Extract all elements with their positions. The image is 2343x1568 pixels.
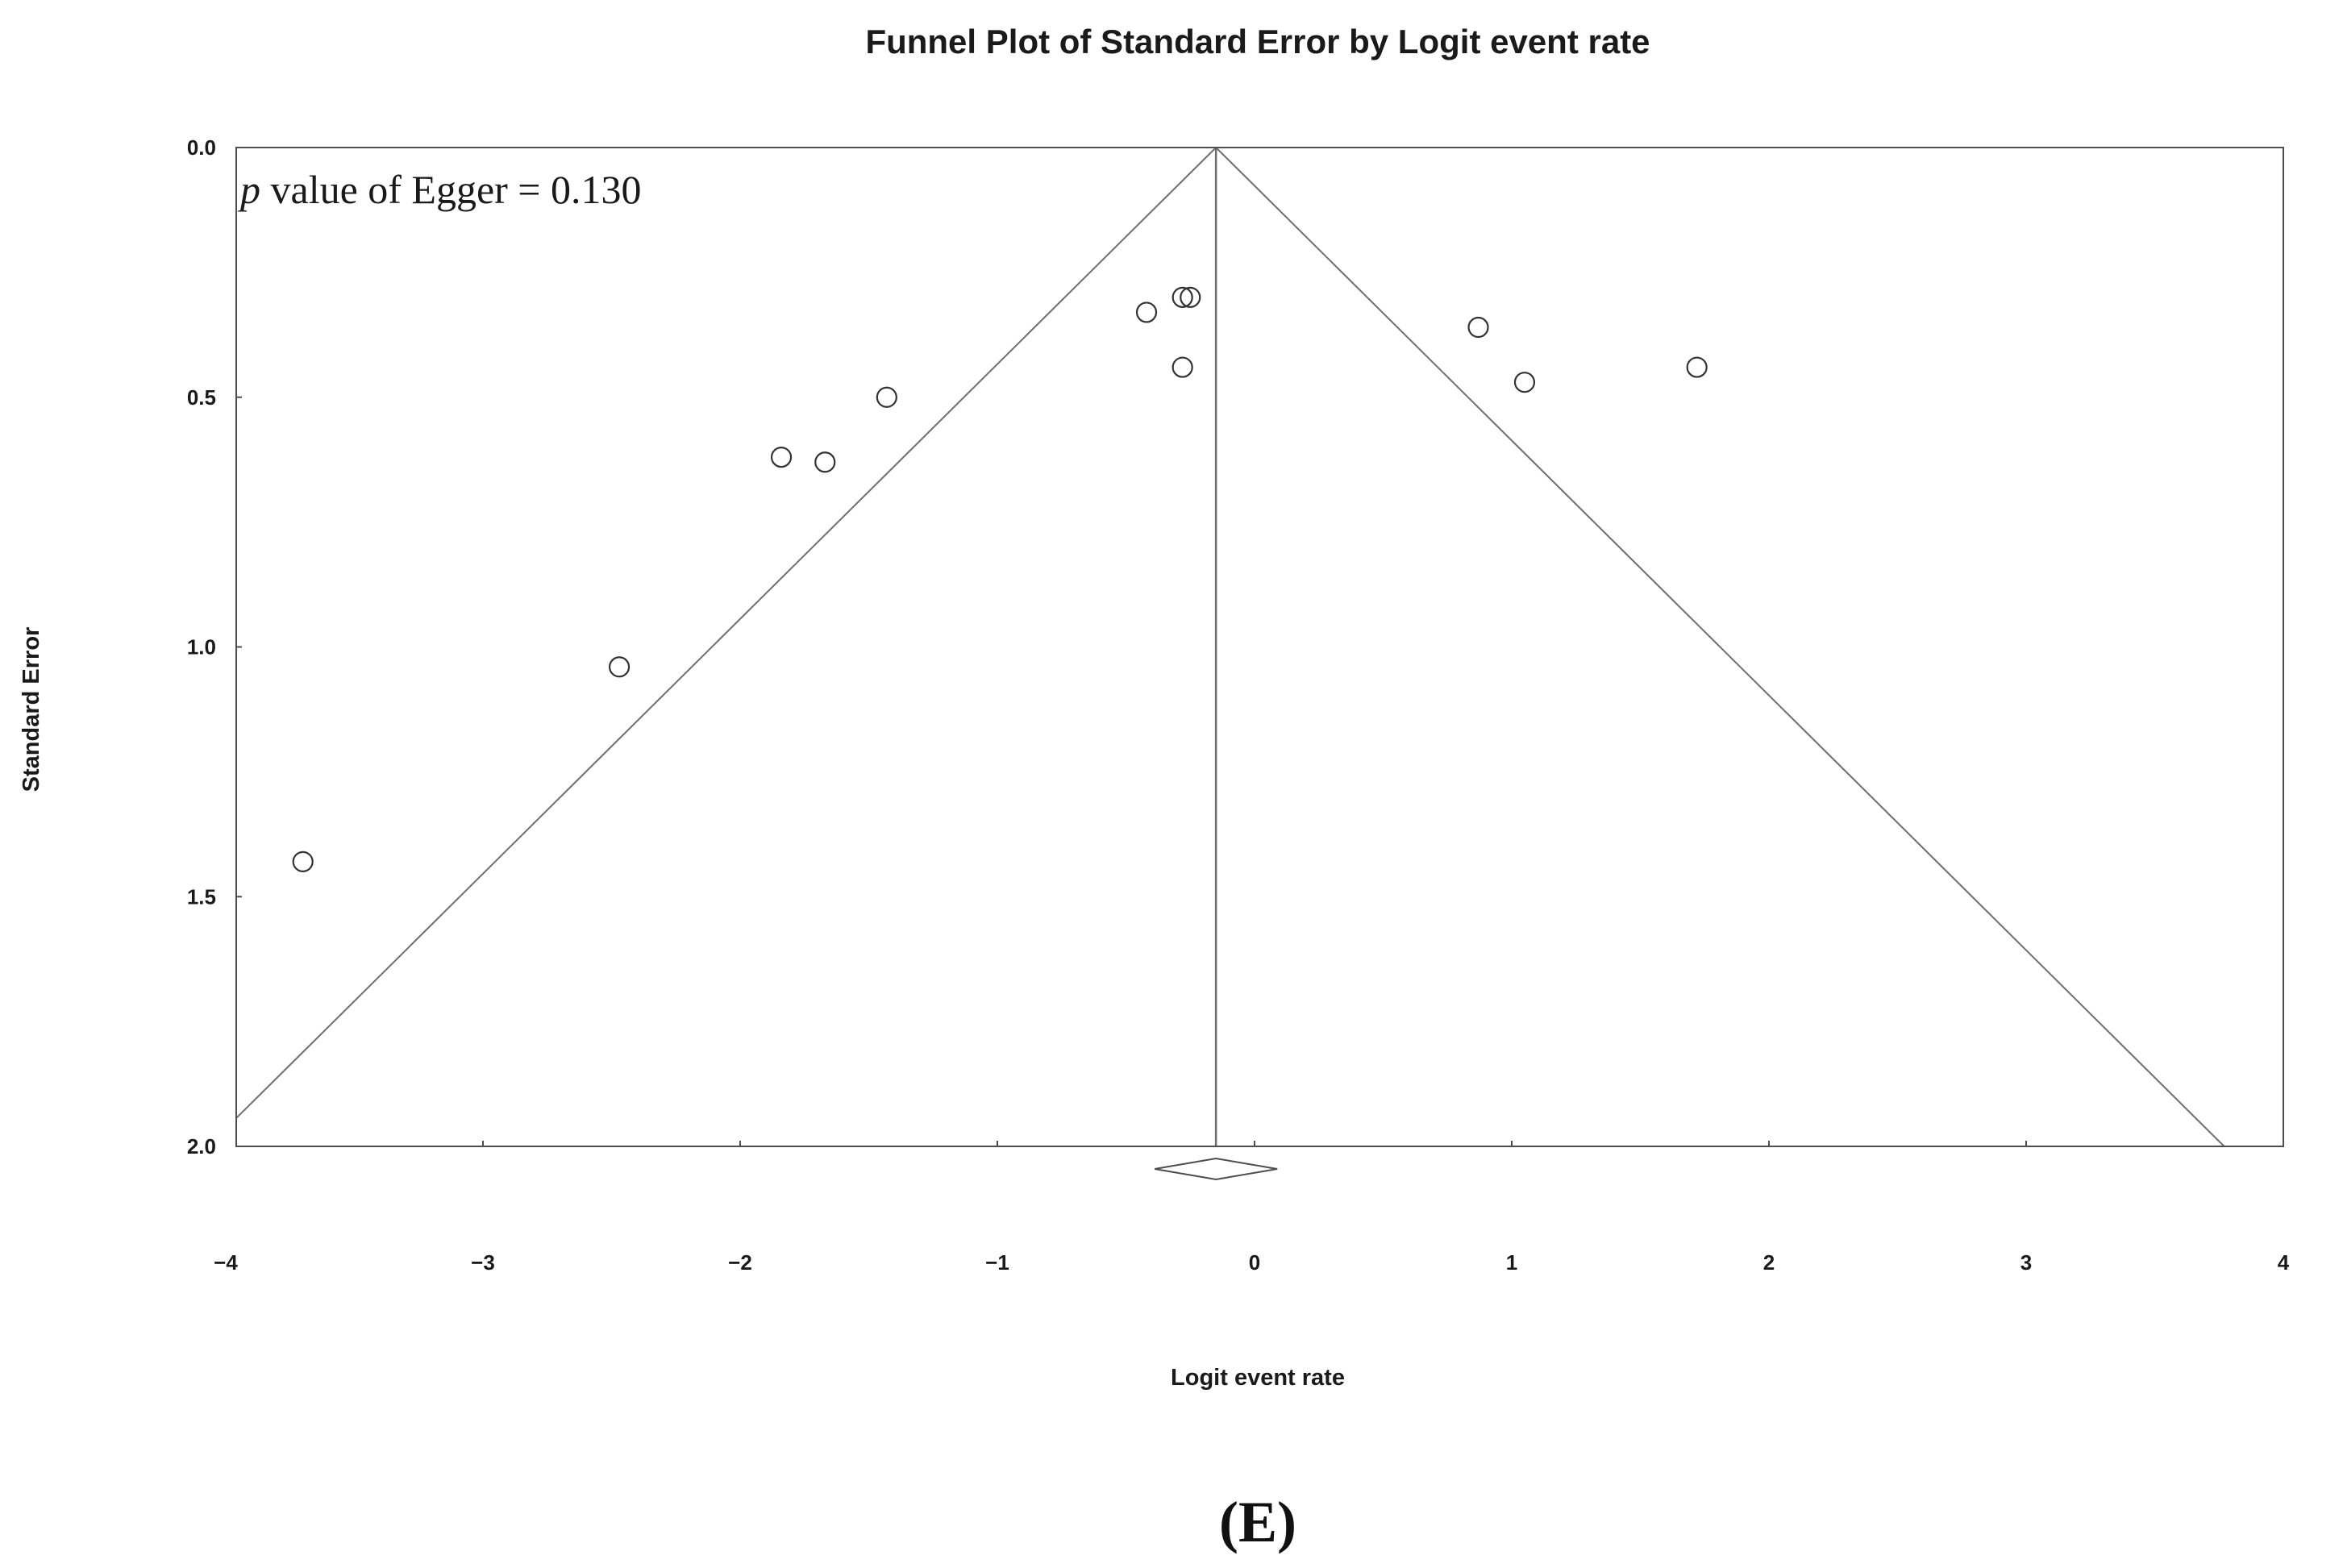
data-point (1172, 286, 1193, 308)
funnel-right-line (1215, 148, 2225, 1146)
chart-title: Funnel Plot of Standard Error by Logit e… (865, 23, 1650, 60)
pooled-estimate-diamond (1154, 1157, 1278, 1181)
data-point (292, 851, 314, 872)
data-point (1135, 302, 1158, 323)
y-tick-label: 1.0 (187, 635, 216, 659)
y-tick-label: 0.0 (187, 135, 216, 160)
data-point (1686, 356, 1708, 378)
panel-label: (E) (1219, 1490, 1296, 1554)
x-tick-label: −1 (985, 1250, 1009, 1275)
plot-frame (235, 147, 2284, 1147)
egger-p-symbol: p (238, 167, 260, 212)
data-point (1513, 372, 1536, 393)
y-axis-ticks: 0.0 0.5 1.0 1.5 2.0 (187, 135, 242, 1158)
x-tick-label: 2 (1763, 1250, 1775, 1275)
data-point (1172, 356, 1193, 378)
data-point (814, 451, 836, 473)
data-points (292, 286, 1708, 872)
egger-annotation: p value of Egger = 0.130 (238, 167, 642, 212)
data-point (876, 386, 897, 408)
funnel-left-line (236, 148, 1217, 1120)
x-axis-ticks: −4 −3 −2 −1 0 1 2 3 4 (214, 1141, 2290, 1275)
data-point (1467, 316, 1489, 339)
x-tick-label: −2 (728, 1250, 752, 1275)
x-axis-label: Logit event rate (1171, 1365, 1345, 1391)
y-axis-label: Standard Error (19, 627, 44, 792)
x-tick-label: 4 (2278, 1250, 2290, 1275)
y-tick-label: 2.0 (187, 1134, 216, 1158)
y-tick-label: 1.5 (187, 884, 216, 909)
x-tick-label: 3 (2020, 1250, 2032, 1275)
plot-area (235, 147, 2284, 1181)
data-point (1180, 286, 1201, 308)
x-tick-label: 1 (1506, 1250, 1517, 1275)
funnel-lines (236, 148, 2225, 1146)
egger-p-text: value of Egger = 0.130 (260, 167, 642, 212)
y-tick-label: 0.5 (187, 385, 216, 410)
x-tick-label: −3 (471, 1250, 495, 1275)
x-tick-label: −4 (214, 1250, 238, 1275)
data-point (770, 446, 793, 468)
x-tick-label: 0 (1249, 1250, 1260, 1275)
data-point (608, 656, 630, 678)
